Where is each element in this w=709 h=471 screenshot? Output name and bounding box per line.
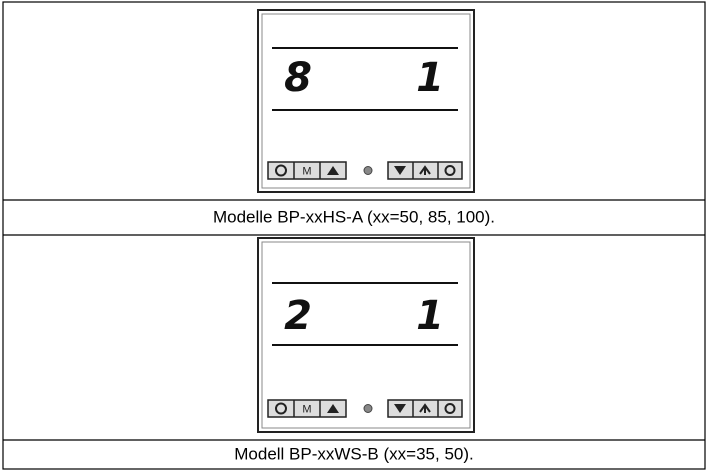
controller-panel: 2 1 M [257, 237, 475, 433]
status-led [363, 404, 373, 413]
power-icon [275, 402, 287, 415]
up-icon [327, 166, 339, 175]
fan-icon [419, 165, 431, 175]
down-icon [394, 404, 406, 413]
down-icon [394, 166, 406, 175]
caption: Modelle BP-xxHS-A (xx=50, 85, 100). [213, 207, 495, 226]
fan-icon [419, 403, 431, 413]
caption: Modell BP-xxWS-B (xx=35, 50). [234, 444, 474, 463]
display-digit: 2 [284, 293, 312, 339]
controller-panel: 8 1 M [257, 9, 475, 193]
up-icon [327, 404, 339, 413]
clock-icon [444, 165, 456, 176]
display-digit: 1 [416, 55, 444, 101]
display-digit: 1 [416, 293, 444, 339]
mode-button: M [302, 403, 311, 415]
power-icon [275, 164, 287, 177]
mode-button: M [302, 165, 311, 177]
clock-icon [444, 403, 456, 414]
panel-inner [261, 13, 471, 189]
status-led [363, 166, 373, 175]
button-group [267, 161, 347, 180]
display-digit: 8 [284, 55, 312, 101]
panel-inner [261, 241, 471, 429]
button-group [267, 399, 347, 418]
